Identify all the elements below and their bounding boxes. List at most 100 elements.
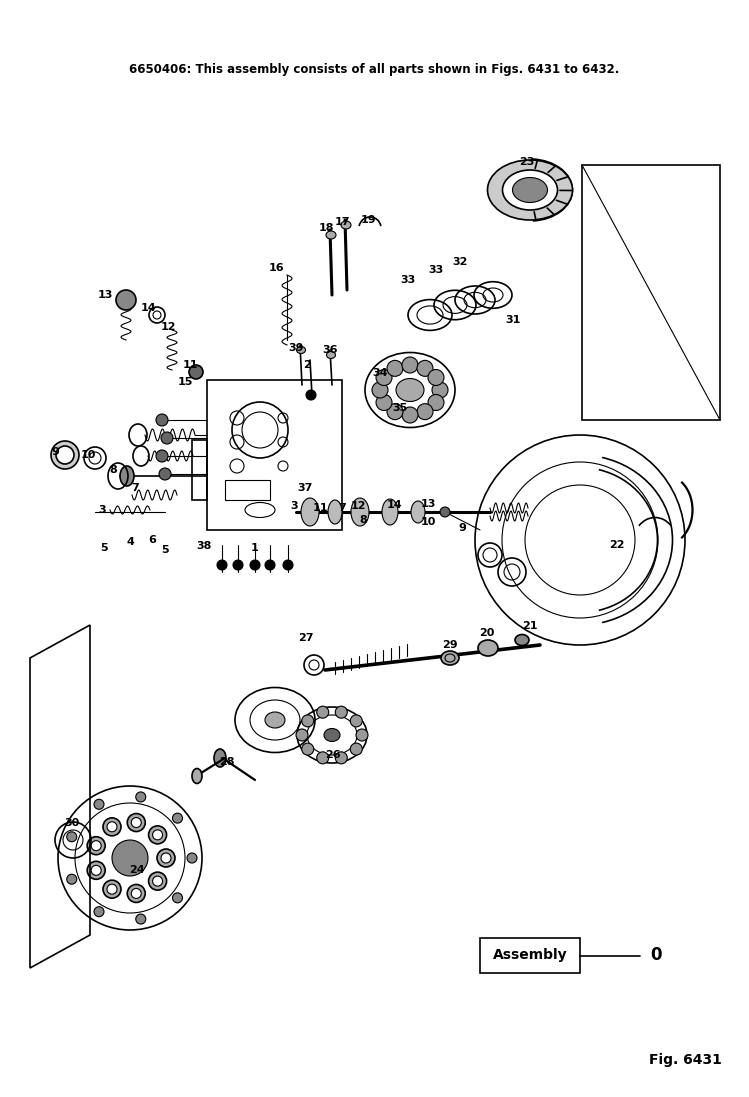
Ellipse shape [192,769,202,783]
Text: 2: 2 [303,360,311,370]
Text: 5: 5 [100,543,108,553]
Ellipse shape [51,441,79,470]
Ellipse shape [326,231,336,239]
Circle shape [217,559,227,570]
Ellipse shape [351,498,369,525]
Bar [480,938,580,973]
Text: 39: 39 [288,343,304,353]
Circle shape [172,813,183,823]
Text: Assembly: Assembly [493,949,567,962]
Ellipse shape [328,500,342,524]
Circle shape [107,884,117,894]
Circle shape [127,884,145,903]
Circle shape [306,391,316,400]
Text: 21: 21 [522,621,538,631]
Text: 24: 24 [129,866,145,875]
Circle shape [376,370,392,385]
Ellipse shape [503,170,557,210]
Circle shape [417,404,433,420]
Circle shape [148,826,166,844]
Text: 33: 33 [428,265,443,275]
Circle shape [296,730,308,740]
Text: 8: 8 [109,465,117,475]
Circle shape [440,507,450,517]
Circle shape [67,874,76,884]
Text: 26: 26 [325,750,341,760]
Text: 18: 18 [318,223,334,233]
Text: 7: 7 [338,504,346,513]
Text: 30: 30 [64,818,79,828]
Circle shape [356,730,368,740]
Circle shape [153,829,163,840]
Circle shape [387,404,403,420]
Ellipse shape [324,728,340,742]
Circle shape [317,706,329,719]
Circle shape [67,832,76,841]
Text: 23: 23 [519,157,535,167]
Circle shape [402,357,418,373]
Circle shape [161,853,171,863]
Bar [225,480,270,500]
Circle shape [250,559,260,570]
Text: 20: 20 [479,627,494,638]
Text: 0: 0 [650,947,661,964]
Circle shape [302,715,314,727]
Text: 10: 10 [80,450,96,460]
Circle shape [283,559,293,570]
Circle shape [156,414,168,426]
Ellipse shape [488,160,572,220]
Circle shape [189,365,203,378]
Text: 38: 38 [196,541,212,551]
Bar [207,380,342,530]
Ellipse shape [120,466,134,486]
Text: 16: 16 [269,263,285,273]
Circle shape [187,853,197,863]
Circle shape [91,866,101,875]
Circle shape [336,706,348,719]
Circle shape [159,468,171,480]
Text: 13: 13 [97,290,112,299]
Text: 36: 36 [322,344,338,355]
Circle shape [153,877,163,886]
Ellipse shape [327,351,336,359]
Circle shape [127,814,145,832]
Circle shape [302,743,314,755]
Circle shape [103,818,121,836]
Circle shape [387,360,403,376]
Text: 9: 9 [51,446,59,457]
Circle shape [131,817,142,827]
Ellipse shape [214,749,226,767]
Circle shape [131,889,142,898]
Circle shape [87,837,105,855]
Text: 27: 27 [298,633,314,643]
Text: 12: 12 [160,323,176,332]
Text: 19: 19 [360,215,376,225]
Text: 5: 5 [161,545,169,555]
Ellipse shape [297,347,306,353]
Circle shape [112,840,148,877]
Text: 3: 3 [290,501,298,511]
Circle shape [265,559,275,570]
Text: 15: 15 [178,377,192,387]
Text: 14: 14 [386,500,401,510]
Ellipse shape [512,178,548,203]
Bar [192,440,207,500]
Circle shape [402,407,418,423]
Text: 14: 14 [140,303,156,313]
Text: 3: 3 [98,505,106,514]
Ellipse shape [411,501,425,523]
Text: 32: 32 [452,257,467,267]
Ellipse shape [301,498,319,525]
Circle shape [351,715,363,727]
Circle shape [148,872,166,890]
Text: 7: 7 [131,483,139,493]
Circle shape [233,559,243,570]
Circle shape [94,800,104,810]
Ellipse shape [478,640,498,656]
Text: 11: 11 [312,504,328,513]
Circle shape [157,849,175,867]
Text: 31: 31 [506,315,521,325]
Circle shape [317,751,329,764]
Text: 28: 28 [219,757,234,767]
Circle shape [172,893,183,903]
